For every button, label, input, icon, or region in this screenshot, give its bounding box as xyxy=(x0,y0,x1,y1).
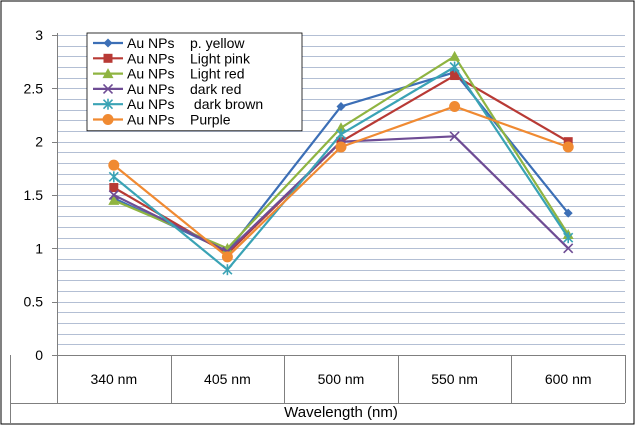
category-table: 340 nm 405 nm 500 nm 550 nm 600 nm xyxy=(10,355,626,425)
y-tick-label: 0.5 xyxy=(24,294,44,310)
data-point xyxy=(449,61,460,73)
y-tick-label: 0 xyxy=(35,347,43,363)
data-point xyxy=(109,183,119,193)
y-tick-label: 1.5 xyxy=(24,187,44,203)
data-point xyxy=(335,122,347,133)
data-point-stroke xyxy=(108,189,119,201)
legend-item: Au NPs Purple xyxy=(93,112,231,128)
data-point xyxy=(335,128,347,140)
legend-item: Au NPs Light red xyxy=(93,66,245,82)
data-point xyxy=(103,53,113,63)
data-point-stroke xyxy=(102,83,114,94)
legend-item: Au NPs dark brown xyxy=(93,96,263,112)
data-point xyxy=(102,68,114,79)
data-point xyxy=(102,114,114,125)
data-point-stroke xyxy=(449,131,460,142)
data-point xyxy=(222,264,233,276)
legend-item: Au NPs Light pink xyxy=(93,50,251,66)
y-tick-labels: 0 0.5 1 1.5 2 2.5 3 xyxy=(24,27,44,363)
data-point xyxy=(563,232,574,244)
data-point xyxy=(563,208,573,218)
y-tick-label: 2 xyxy=(35,134,43,150)
data-point xyxy=(450,71,460,81)
legend-label: Au NPs Purple xyxy=(127,112,231,128)
y-tick-label: 3 xyxy=(35,27,43,43)
x-category-label: 340 nm xyxy=(90,371,137,387)
x-category-label: 550 nm xyxy=(431,371,478,387)
data-point-stroke xyxy=(563,243,574,254)
x-category-label: 500 nm xyxy=(318,371,365,387)
data-point xyxy=(108,189,119,201)
legend-item: Au NPs p. yellow xyxy=(93,35,245,51)
data-point xyxy=(449,131,460,142)
legend-label: Au NPs p. yellow xyxy=(127,35,245,51)
legend-label: Au NPs dark red xyxy=(127,81,241,97)
series-6 xyxy=(108,100,574,263)
x-category-label: 405 nm xyxy=(204,371,251,387)
series-5 xyxy=(108,61,574,276)
data-point xyxy=(108,159,120,171)
data-point xyxy=(562,141,574,153)
legend-label: Au NPs Light pink xyxy=(127,50,251,66)
x-category-label: 600 nm xyxy=(545,371,592,387)
data-point xyxy=(449,100,461,112)
x-axis-label: Wavelength (nm) xyxy=(284,404,398,421)
data-point xyxy=(102,98,114,110)
data-point xyxy=(103,38,113,48)
y-tick-label: 2.5 xyxy=(24,80,44,96)
legend-item: Au NPs dark red xyxy=(93,81,241,97)
data-point xyxy=(102,83,114,94)
data-point xyxy=(336,101,346,111)
data-point xyxy=(563,243,574,254)
axes xyxy=(52,33,625,356)
data-point xyxy=(108,194,120,205)
legend-label: Au NPs dark brown xyxy=(127,96,263,112)
y-tick-label: 1 xyxy=(35,240,43,256)
legend-label: Au NPs Light red xyxy=(127,66,245,82)
data-point xyxy=(449,50,461,61)
data-point xyxy=(335,141,347,153)
data-point xyxy=(221,251,233,263)
series-lines xyxy=(108,50,574,276)
data-point xyxy=(108,171,119,183)
legend-box xyxy=(86,32,303,132)
